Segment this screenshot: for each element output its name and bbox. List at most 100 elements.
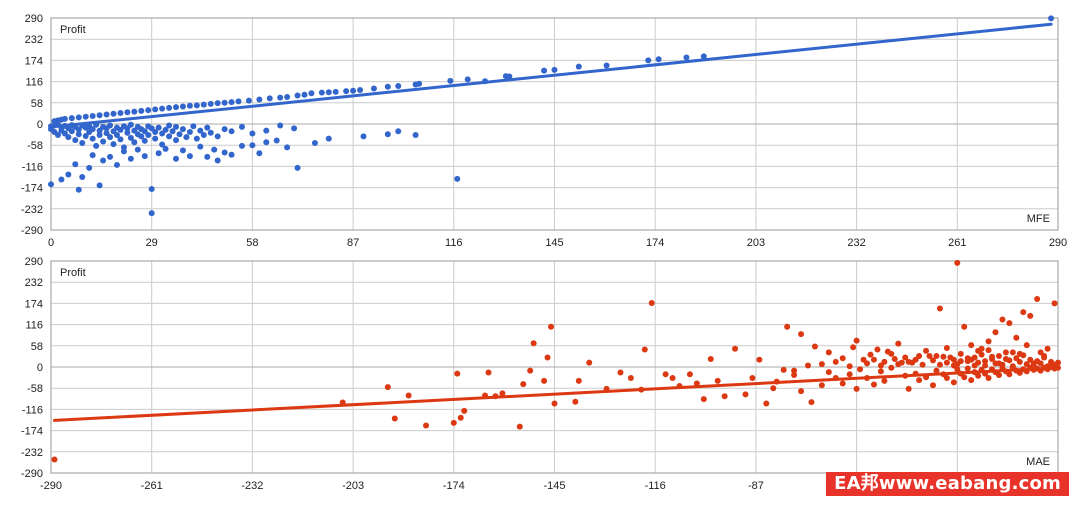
mfe-data-point bbox=[221, 149, 228, 156]
mfe-data-point bbox=[249, 130, 256, 137]
mae-x-tick-label: -232 bbox=[241, 480, 263, 492]
mae-data-point bbox=[995, 353, 1002, 360]
mae-data-point bbox=[933, 367, 940, 374]
mfe-data-point bbox=[75, 126, 82, 133]
mfe-data-point bbox=[89, 126, 96, 133]
mfe-data-point bbox=[183, 134, 190, 141]
mfe-data-point bbox=[148, 210, 155, 217]
mae-x-tick-label: -145 bbox=[543, 480, 565, 492]
mae-data-point bbox=[1020, 309, 1027, 316]
mae-data-point bbox=[982, 358, 989, 365]
mfe-x-tick-label: 87 bbox=[347, 237, 359, 249]
mae-data-point bbox=[818, 382, 825, 389]
mfe-data-point bbox=[384, 131, 391, 138]
mae-data-point bbox=[864, 360, 871, 367]
mfe-data-point bbox=[131, 108, 138, 115]
mfe-data-point bbox=[179, 147, 186, 154]
mae-data-point bbox=[572, 398, 579, 405]
mfe-data-point bbox=[277, 94, 284, 101]
mae-data-point bbox=[527, 367, 534, 374]
mfe-data-point bbox=[103, 130, 110, 137]
mae-data-point bbox=[742, 391, 749, 398]
mae-data-point bbox=[791, 372, 798, 379]
mfe-data-point bbox=[131, 139, 138, 146]
mfe-data-point bbox=[134, 146, 141, 153]
mae-y-tick-label: 0 bbox=[37, 362, 43, 374]
mfe-data-point bbox=[145, 131, 152, 138]
mfe-data-point bbox=[193, 135, 200, 142]
mfe-x-axis-title: MFE bbox=[1027, 213, 1050, 225]
mae-x-tick-label: -174 bbox=[443, 480, 465, 492]
mfe-data-point bbox=[197, 143, 204, 150]
mae-data-point bbox=[808, 399, 815, 406]
mae-data-point bbox=[832, 358, 839, 365]
mae-data-point bbox=[929, 382, 936, 389]
mfe-data-point bbox=[89, 135, 96, 142]
mfe-x-tick-label: 0 bbox=[48, 237, 54, 249]
mae-data-point bbox=[1023, 361, 1030, 368]
mfe-data-point bbox=[256, 96, 263, 103]
mae-data-point bbox=[780, 366, 787, 373]
mae-data-point bbox=[846, 363, 853, 370]
mfe-y-tick-label: 232 bbox=[25, 34, 43, 46]
mae-data-point bbox=[943, 344, 950, 351]
mae-data-point bbox=[929, 357, 936, 364]
mfe-data-point bbox=[204, 124, 211, 131]
mfe-data-point bbox=[207, 100, 214, 107]
mfe-data-point bbox=[502, 73, 509, 80]
mfe-x-tick-label: 58 bbox=[246, 237, 258, 249]
mae-data-point bbox=[923, 347, 930, 354]
mae-data-point bbox=[964, 365, 971, 372]
mae-data-point bbox=[926, 353, 933, 360]
mfe-data-point bbox=[166, 104, 173, 111]
mae-data-point bbox=[721, 393, 728, 400]
mae-data-point bbox=[1041, 353, 1048, 360]
mfe-data-point bbox=[464, 76, 471, 83]
mae-data-point bbox=[1009, 349, 1016, 356]
mae-data-point bbox=[405, 392, 412, 399]
mfe-data-point bbox=[214, 133, 221, 140]
mae-data-point bbox=[884, 348, 891, 355]
mfe-data-point bbox=[173, 104, 180, 111]
mfe-data-point bbox=[235, 98, 242, 105]
mfe-x-tick-label: 203 bbox=[747, 237, 765, 249]
mfe-data-point bbox=[284, 144, 291, 151]
mae-y-tick-label: -58 bbox=[27, 383, 43, 395]
mae-data-point bbox=[391, 415, 398, 422]
mae-data-point bbox=[1055, 359, 1061, 366]
mae-data-point bbox=[1023, 342, 1030, 349]
mfe-data-point bbox=[301, 91, 308, 98]
mfe-data-point bbox=[79, 174, 86, 180]
mfe-x-tick-label: 174 bbox=[646, 237, 664, 249]
mfe-data-point bbox=[214, 100, 221, 107]
mfe-data-point bbox=[179, 103, 186, 110]
mae-data-point bbox=[891, 355, 898, 362]
mfe-data-point bbox=[103, 111, 110, 118]
mfe-data-point bbox=[166, 133, 173, 140]
mae-data-point bbox=[520, 381, 527, 388]
mfe-data-point bbox=[350, 87, 357, 94]
mae-data-point bbox=[957, 350, 964, 357]
mfe-data-point bbox=[343, 88, 350, 95]
mfe-data-point bbox=[107, 122, 114, 129]
mae-data-point bbox=[1016, 358, 1023, 365]
mae-data-point bbox=[707, 355, 714, 362]
mfe-data-point bbox=[152, 129, 159, 136]
mae-data-point bbox=[530, 340, 537, 347]
mae-y-tick-label: 232 bbox=[25, 277, 43, 289]
mae-data-point bbox=[586, 359, 593, 366]
mfe-y-tick-label: -174 bbox=[21, 183, 43, 195]
mae-trend-line bbox=[52, 366, 1060, 422]
mfe-data-point bbox=[179, 126, 186, 133]
mfe-data-point bbox=[65, 134, 72, 141]
mae-data-point bbox=[940, 353, 947, 360]
mfe-data-point bbox=[238, 142, 245, 149]
mfe-data-point bbox=[186, 153, 193, 160]
mfe-data-point bbox=[79, 140, 86, 147]
mae-data-point bbox=[943, 374, 950, 381]
mfe-data-point bbox=[96, 131, 103, 138]
mfe-data-point bbox=[332, 88, 339, 95]
mae-data-point bbox=[995, 360, 1002, 367]
mfe-data-point bbox=[117, 136, 124, 143]
mfe-data-point bbox=[325, 135, 332, 142]
